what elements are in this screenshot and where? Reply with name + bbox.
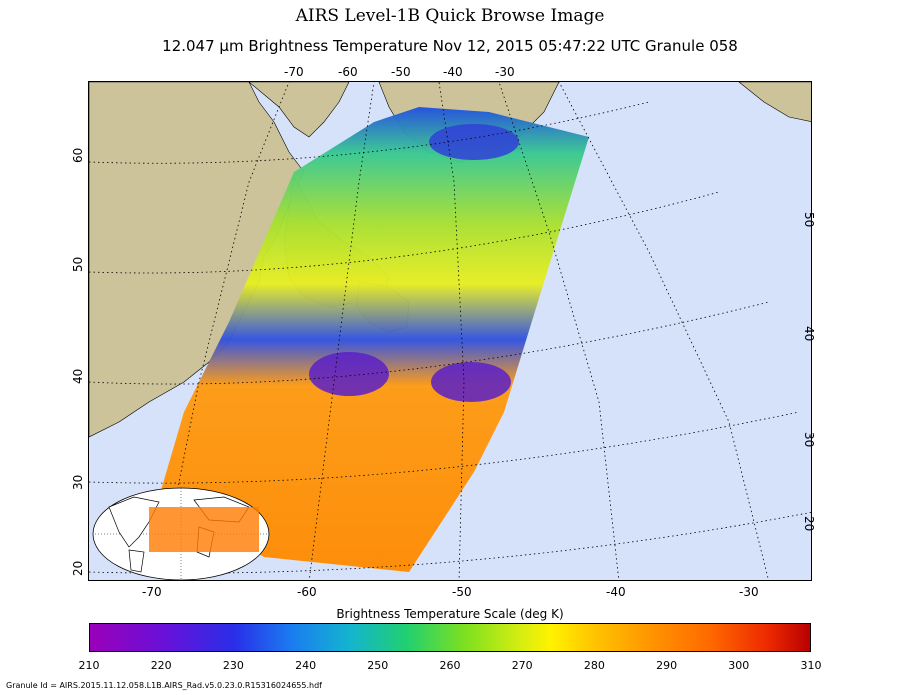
bottom-lon-tick-70: -70 xyxy=(142,585,162,599)
greenland-cold xyxy=(429,124,519,160)
colorbar-label: 210 xyxy=(78,659,100,672)
graticule-parallels xyxy=(89,101,811,574)
colorbar-label: 240 xyxy=(295,659,317,672)
left-lat-tick-30: 30 xyxy=(71,474,85,490)
left-lat-tick-40: 40 xyxy=(71,368,85,384)
left-lat-tick-50: 50 xyxy=(71,256,85,272)
bottom-lon-tick-60: -60 xyxy=(297,585,317,599)
top-lon-tick-60: -60 xyxy=(338,65,358,79)
right-lat-tick-50: 50 xyxy=(802,212,816,228)
airs-swath xyxy=(159,107,589,572)
colorbar-label: 250 xyxy=(367,659,389,672)
right-lat-tick-20: 20 xyxy=(802,516,816,532)
colorbar-label: 280 xyxy=(583,659,605,672)
left-lat-tick-20: 20 xyxy=(71,560,85,576)
inset-world-map xyxy=(92,487,270,580)
top-lon-tick-70: -70 xyxy=(284,65,304,79)
page-subtitle: 12.047 μm Brightness Temperature Nov 12,… xyxy=(162,37,738,55)
colorbar xyxy=(89,623,811,652)
colorbar-label: 270 xyxy=(511,659,533,672)
colorbar-label: 220 xyxy=(150,659,172,672)
colorbar-label: 310 xyxy=(800,659,822,672)
bottom-lon-tick-30: -30 xyxy=(739,585,759,599)
top-lon-tick-40: -40 xyxy=(443,65,463,79)
colorbar-label: 300 xyxy=(728,659,750,672)
cloud-core-east xyxy=(431,362,511,402)
map-canvas xyxy=(89,82,811,580)
top-lon-tick-50: -50 xyxy=(391,65,411,79)
top-lon-tick-30: -30 xyxy=(495,65,515,79)
granule-id: Granule Id = AIRS.2015.11.12.058.L1B.AIR… xyxy=(6,681,322,690)
colorbar-label: 230 xyxy=(222,659,244,672)
cloud-core-west xyxy=(309,352,389,396)
page-title: AIRS Level-1B Quick Browse Image xyxy=(295,6,605,26)
right-lat-tick-40: 40 xyxy=(802,326,816,342)
land-baffin xyxy=(248,82,350,138)
left-lat-tick-60: 60 xyxy=(71,147,85,163)
land-europe-corner xyxy=(738,82,811,122)
colorbar-title: Brightness Temperature Scale (deg K) xyxy=(336,607,564,621)
colorbar-label: 290 xyxy=(656,659,678,672)
colorbar-label: 260 xyxy=(439,659,461,672)
bottom-lon-tick-50: -50 xyxy=(452,585,472,599)
graticule-meridians xyxy=(158,82,769,580)
right-lat-tick-30: 30 xyxy=(802,432,816,448)
map-panel xyxy=(88,81,812,581)
bottom-lon-tick-40: -40 xyxy=(606,585,626,599)
